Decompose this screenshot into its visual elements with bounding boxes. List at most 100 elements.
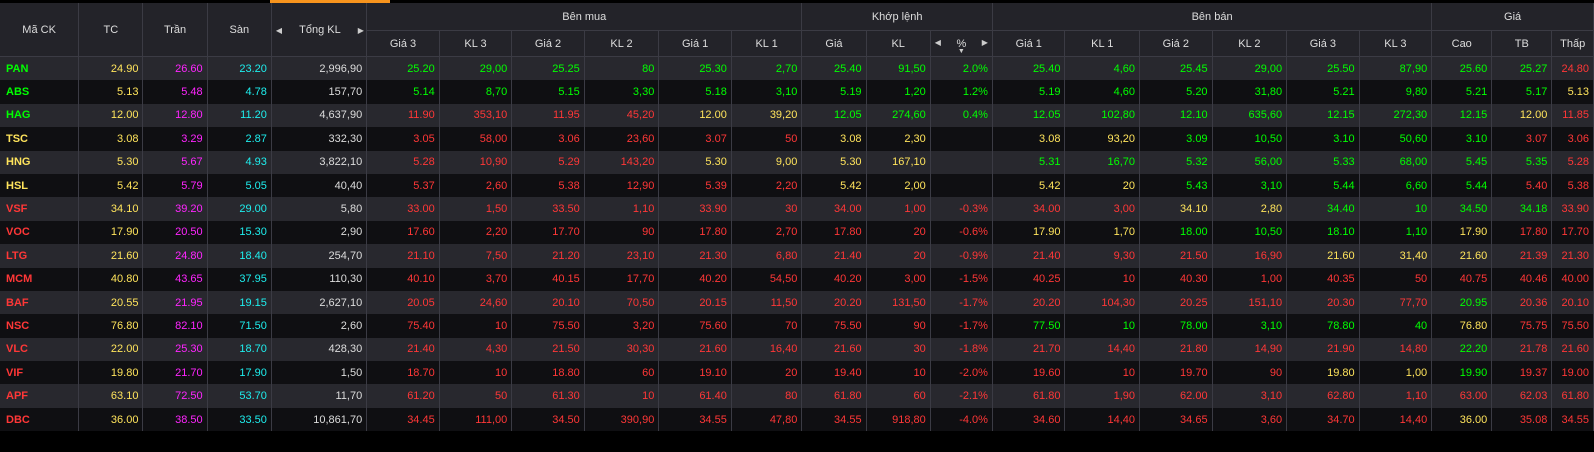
table-row[interactable]: VSF 34.10 39.20 29.00 5,80 33.00 1,50 33.50 1,10… bbox=[0, 197, 1594, 221]
col-total-vol[interactable]: ◀ Tổng KL ▶ bbox=[271, 3, 368, 57]
table-cell: 5.44 bbox=[1431, 173, 1493, 198]
table-row[interactable]: VIF 19.80 21.70 17.90 1,50 18.70 10 18.80 60 19.1… bbox=[0, 361, 1594, 385]
stock-symbol[interactable]: HNG bbox=[0, 150, 80, 174]
table-cell: 10 bbox=[1064, 267, 1141, 291]
col-buy-price-2[interactable]: Giá 2 bbox=[511, 30, 585, 57]
table-cell: 34.50 bbox=[511, 407, 585, 432]
table-cell: 20.20 bbox=[801, 290, 867, 315]
table-row[interactable]: HNG 5.30 5.67 4.93 3,822,10 5.28 10,90 5.29 143,… bbox=[0, 150, 1594, 174]
stock-symbol[interactable]: VSF bbox=[0, 197, 80, 221]
col-match-pct[interactable]: ◀ % ▶ ▼ bbox=[930, 30, 993, 57]
col-match-vol[interactable]: KL bbox=[866, 30, 931, 57]
table-cell: 20.20 bbox=[992, 290, 1066, 315]
col-ceil[interactable]: Trần bbox=[142, 3, 208, 57]
table-cell: 19.40 bbox=[801, 361, 867, 385]
stock-symbol[interactable]: TSC bbox=[0, 127, 80, 151]
table-cell: 25.60 bbox=[1431, 56, 1493, 81]
table-row[interactable]: LTG 21.60 24.80 18.40 254,70 21.10 7,50 21.20 23… bbox=[0, 244, 1594, 268]
stock-symbol[interactable]: NSC bbox=[0, 314, 80, 338]
col-match-price[interactable]: Giá bbox=[801, 30, 867, 57]
col-buy-vol-1[interactable]: KL 1 bbox=[731, 30, 803, 57]
col-sell-vol-1[interactable]: KL 1 bbox=[1064, 30, 1141, 57]
table-cell: 19.90 bbox=[1431, 361, 1493, 385]
col-high[interactable]: Cao bbox=[1431, 30, 1493, 57]
table-cell: 75.50 bbox=[1551, 314, 1594, 338]
stock-symbol[interactable]: MCM bbox=[0, 267, 80, 291]
caret-right-icon[interactable]: ▶ bbox=[981, 37, 988, 47]
caret-left-icon[interactable]: ◀ bbox=[934, 37, 941, 47]
table-cell: 5.05 bbox=[207, 173, 272, 198]
stock-symbol[interactable]: ABS bbox=[0, 80, 80, 104]
table-cell: 31,80 bbox=[1212, 80, 1288, 104]
col-sell-vol-3[interactable]: KL 3 bbox=[1359, 30, 1433, 57]
table-cell: 75.60 bbox=[658, 314, 732, 338]
table-cell: 39.20 bbox=[142, 197, 208, 221]
col-buy-vol-2[interactable]: KL 2 bbox=[584, 30, 660, 57]
table-row[interactable]: DBC 36.00 38.50 33.50 10,861,70 34.45 111,00 34… bbox=[0, 407, 1594, 432]
table-cell: 2,996,90 bbox=[271, 56, 368, 81]
table-cell: 17.60 bbox=[366, 220, 440, 245]
col-floor[interactable]: Sàn bbox=[207, 3, 272, 57]
stock-symbol[interactable]: HAG bbox=[0, 103, 80, 128]
sort-desc-icon[interactable]: ▼ bbox=[957, 48, 965, 55]
stock-symbol[interactable]: VLC bbox=[0, 337, 80, 362]
table-cell: 5.14 bbox=[366, 80, 440, 104]
col-symbol[interactable]: Mã CK bbox=[0, 3, 80, 57]
table-cell: 24,60 bbox=[439, 290, 513, 315]
table-cell: 21.50 bbox=[511, 337, 585, 362]
table-cell: 61.80 bbox=[801, 384, 867, 408]
table-cell: 16,40 bbox=[731, 337, 803, 362]
table-row[interactable]: TSC 3.08 3.29 2.87 332,30 3.05 58,00 3.06 23,60 3… bbox=[0, 127, 1594, 151]
table-cell: 3.07 bbox=[658, 127, 732, 151]
stock-symbol[interactable]: VIF bbox=[0, 361, 80, 385]
col-ref[interactable]: TC bbox=[78, 3, 144, 57]
table-cell: 12.00 bbox=[658, 103, 732, 128]
col-sell-vol-2[interactable]: KL 2 bbox=[1212, 30, 1288, 57]
stock-symbol[interactable]: LTG bbox=[0, 244, 80, 268]
table-cell: 63.10 bbox=[78, 384, 144, 408]
col-sell-price-2[interactable]: Giá 2 bbox=[1139, 30, 1213, 57]
stock-symbol[interactable]: APF bbox=[0, 384, 80, 408]
table-cell: 21.60 bbox=[1286, 244, 1360, 268]
table-cell: 62.80 bbox=[1286, 384, 1360, 408]
table-cell: 21.30 bbox=[1551, 244, 1594, 268]
table-cell: 5.33 bbox=[1286, 150, 1360, 174]
col-buy-price-1[interactable]: Giá 1 bbox=[658, 30, 732, 57]
stock-symbol[interactable]: PAN bbox=[0, 56, 80, 81]
table-cell: 33.50 bbox=[207, 407, 272, 432]
table-row[interactable]: HAG 12.00 12.80 11.20 4,637,90 11.90 353,10 11.… bbox=[0, 103, 1594, 128]
table-cell bbox=[930, 127, 993, 151]
caret-left-icon[interactable]: ◀ bbox=[275, 25, 283, 35]
table-cell: 1,50 bbox=[271, 361, 368, 385]
col-sell-price-1[interactable]: Giá 1 bbox=[992, 30, 1066, 57]
table-cell: 1,50 bbox=[439, 197, 513, 221]
table-row[interactable]: NSC 76.80 82.10 71.50 2,60 75.40 10 75.50 3,20 75… bbox=[0, 314, 1594, 338]
stock-symbol[interactable]: VOC bbox=[0, 220, 80, 245]
table-cell: 18.70 bbox=[366, 361, 440, 385]
stock-symbol[interactable]: BAF bbox=[0, 290, 80, 315]
table-row[interactable]: MCM 40.80 43.65 37.95 110,30 40.10 3,70 40.15 17… bbox=[0, 267, 1594, 291]
table-row[interactable]: VLC 22.00 25.30 18.70 428,30 21.40 4,30 21.50 30… bbox=[0, 337, 1594, 362]
col-buy-price-3[interactable]: Giá 3 bbox=[366, 30, 440, 57]
group-sell: Bên bán bbox=[992, 3, 1433, 31]
table-cell: 3,00 bbox=[1064, 197, 1141, 221]
col-buy-vol-3[interactable]: KL 3 bbox=[439, 30, 513, 57]
table-cell: 56,00 bbox=[1212, 150, 1288, 174]
stock-symbol[interactable]: DBC bbox=[0, 407, 80, 432]
col-sell-price-3[interactable]: Giá 3 bbox=[1286, 30, 1360, 57]
table-row[interactable]: PAN 24.90 26.60 23.20 2,996,90 25.20 29,00 25.2… bbox=[0, 56, 1594, 81]
table-row[interactable]: APF 63.10 72.50 53.70 11,70 61.20 50 61.30 10 61.… bbox=[0, 384, 1594, 408]
caret-right-icon[interactable]: ▶ bbox=[357, 25, 364, 35]
table-cell: 76.80 bbox=[1431, 314, 1493, 338]
col-low[interactable]: Thấp bbox=[1551, 30, 1594, 57]
table-cell: 40.25 bbox=[992, 267, 1066, 291]
table-row[interactable]: VOC 17.90 20.50 15.30 2,90 17.60 2,20 17.70 90 17… bbox=[0, 220, 1594, 245]
table-cell: 12.15 bbox=[1286, 103, 1360, 128]
stock-symbol[interactable]: HSL bbox=[0, 173, 80, 198]
table-row[interactable]: ABS 5.13 5.48 4.78 157,70 5.14 8,70 5.15 3,30 5.1… bbox=[0, 80, 1594, 104]
table-row[interactable]: BAF 20.55 21.95 19.15 2,627,10 20.05 24,60 20.1… bbox=[0, 290, 1594, 315]
table-cell: 23.20 bbox=[207, 56, 272, 81]
table-cell: 87,90 bbox=[1359, 56, 1433, 81]
table-row[interactable]: HSL 5.42 5.79 5.05 40,40 5.37 2,60 5.38 12,90 5.3… bbox=[0, 173, 1594, 198]
col-avg[interactable]: TB bbox=[1491, 30, 1553, 57]
